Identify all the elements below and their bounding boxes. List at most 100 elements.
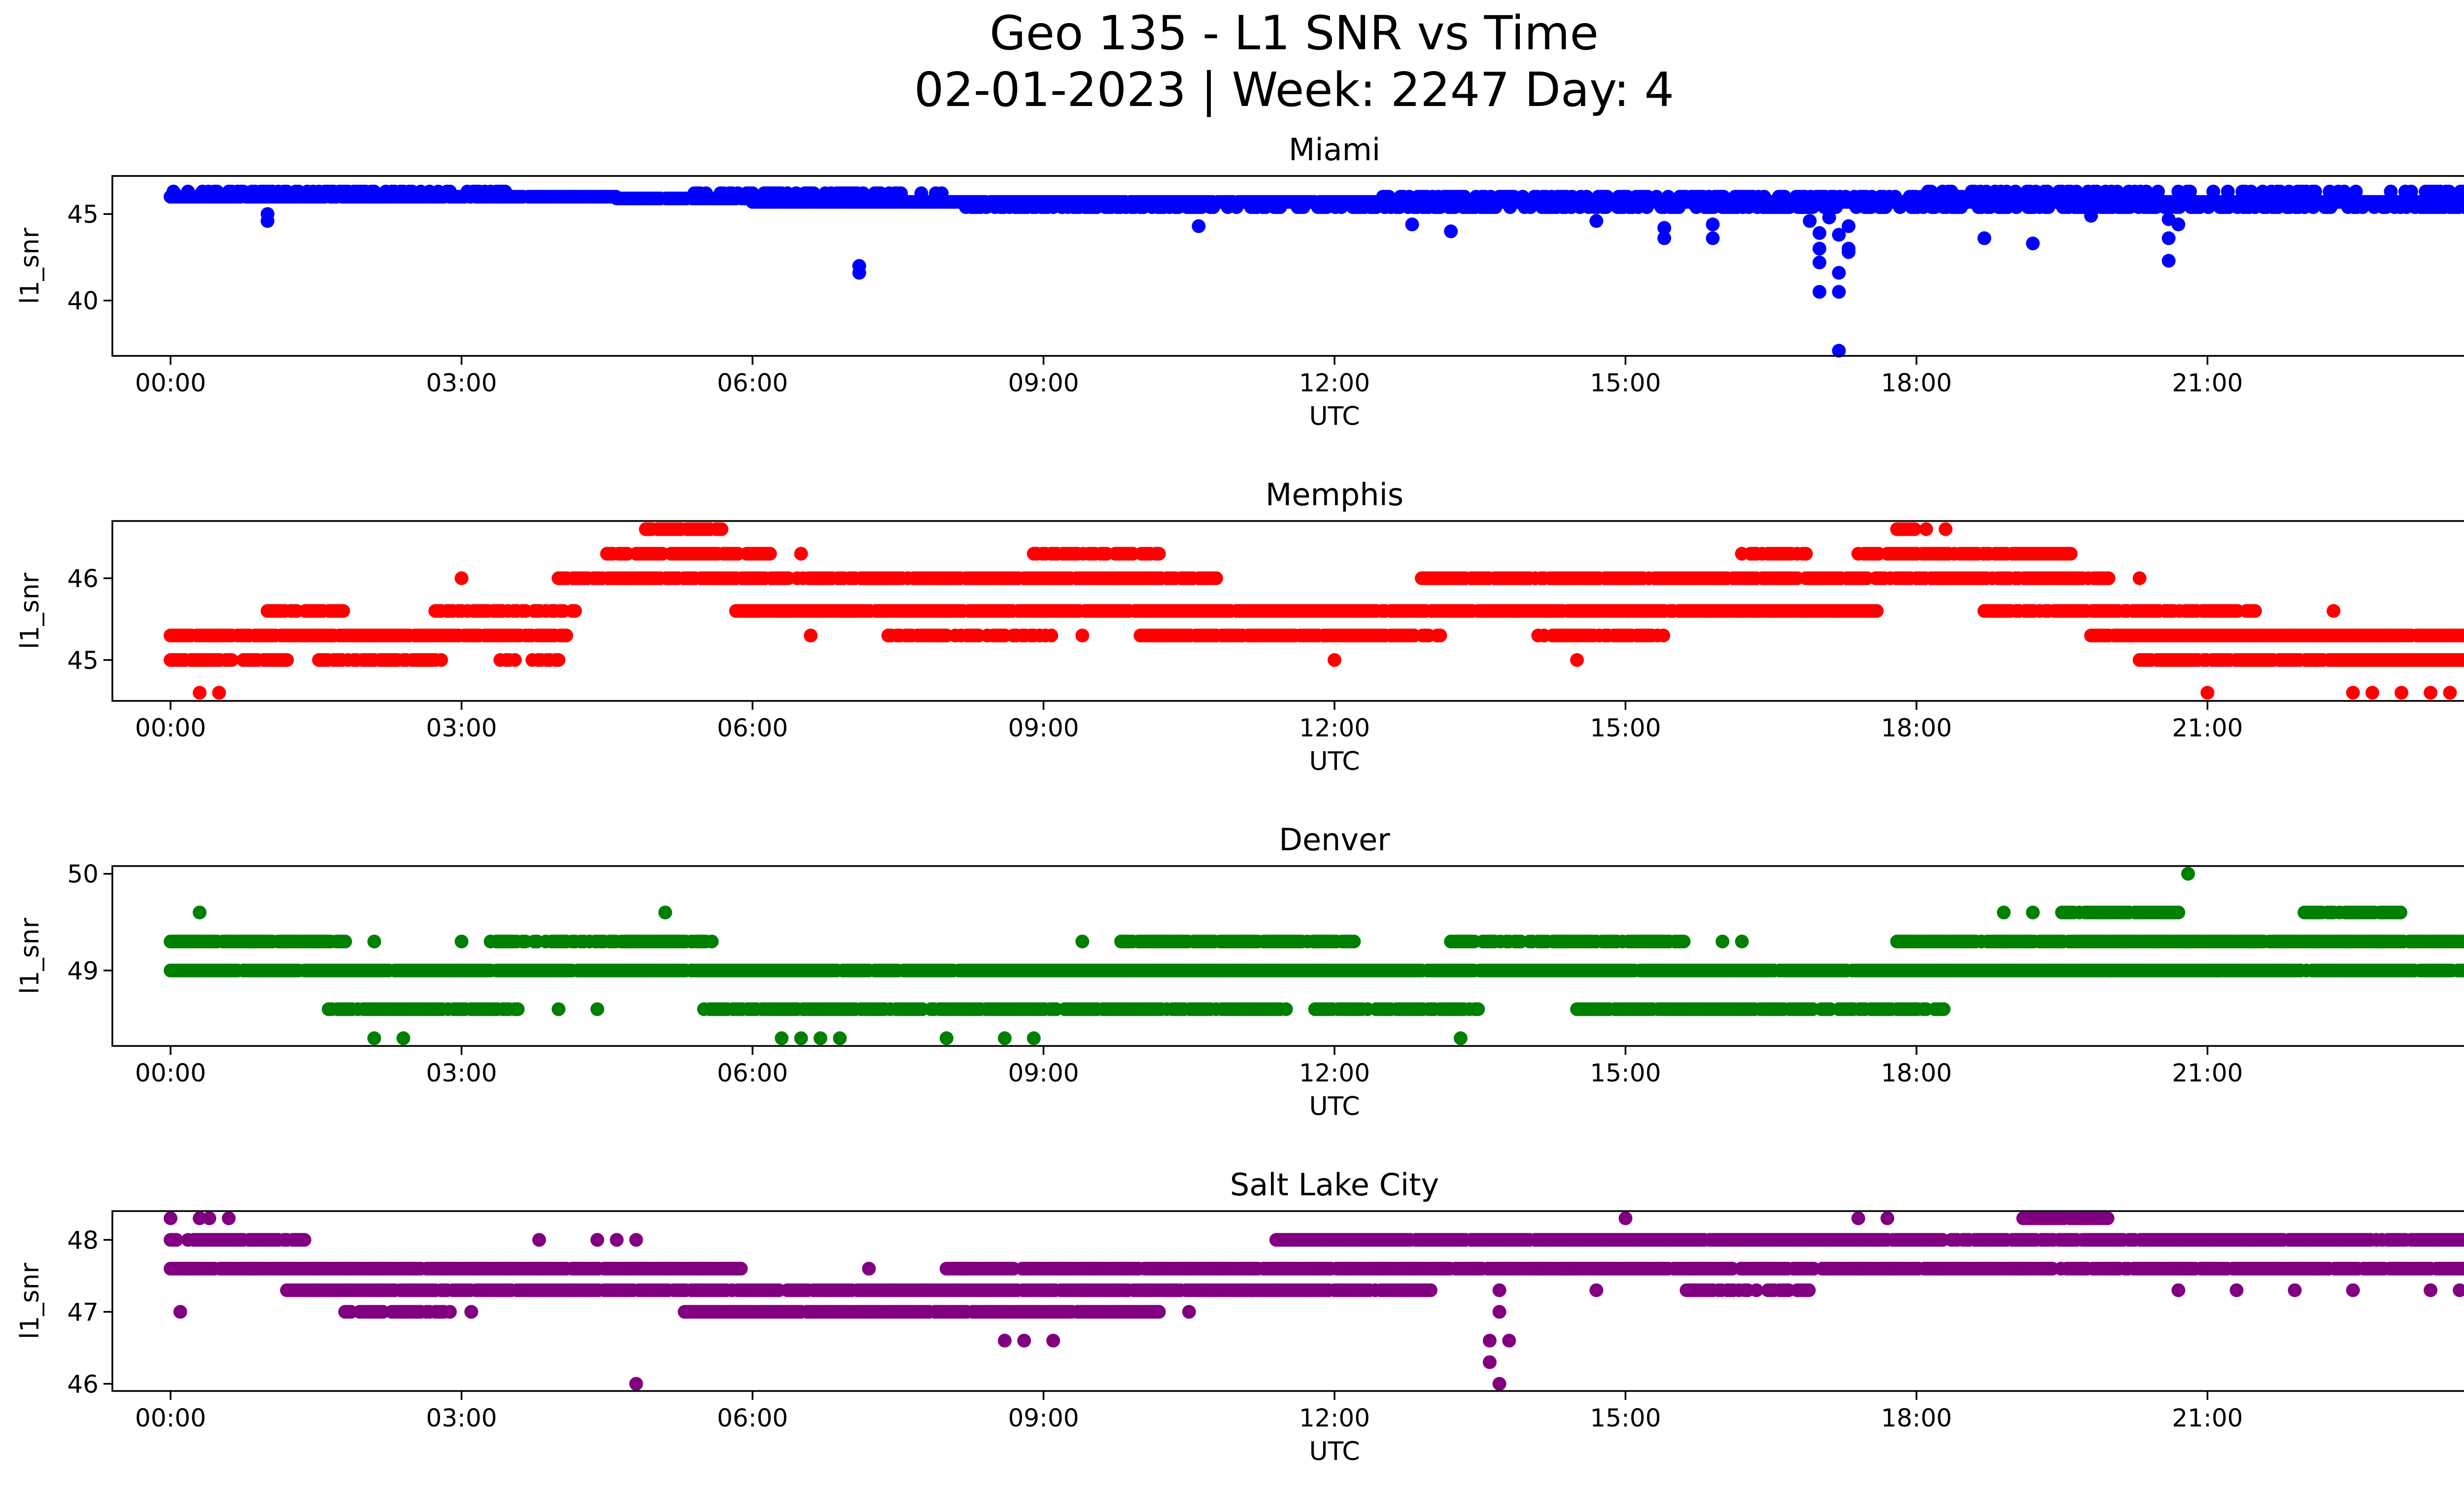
panel-0-point [2384, 184, 2398, 199]
panel-0-point [2069, 184, 2084, 199]
panel-0-point [1813, 285, 1827, 299]
panel-0-point [1192, 219, 1206, 233]
panel-0-point [1230, 200, 1244, 214]
panel-0-point [1657, 231, 1672, 245]
panel-0-x-tick-label: 18:00 [1881, 369, 1952, 397]
panel-1-point [2200, 686, 2215, 700]
panel-0-point [1599, 200, 1613, 214]
panel-0-point [2457, 184, 2464, 199]
panel-1-point [280, 653, 294, 667]
panel-0-point [1706, 231, 1720, 245]
panel-0-point [1515, 190, 1530, 204]
panel-0-y-label: l1_snr [15, 227, 45, 304]
panel-1-x-tick-label: 12:00 [1299, 714, 1370, 742]
panel-1-x-tick-label: 06:00 [717, 714, 788, 742]
panel-0-point [1503, 200, 1517, 214]
panel-1-point [715, 522, 729, 536]
panel-0-y-tick-label: 45 [67, 200, 99, 229]
panel-1-x-tick-label: 00:00 [135, 714, 206, 742]
panel-1-point [1570, 653, 1584, 667]
panel-0-point [1382, 190, 1396, 204]
panel-0-point [2041, 200, 2055, 214]
panel-0-point [2172, 200, 2187, 214]
panel-0-point [1600, 190, 1614, 204]
panel-0-point [2009, 200, 2023, 214]
panel-1-point [559, 628, 574, 643]
panel-1-point [2346, 686, 2360, 700]
panel-0-point [1893, 200, 1907, 214]
panel-0-point [1879, 200, 1892, 214]
panel-1-point [551, 653, 566, 667]
panel-0-x-tick-label: 15:00 [1590, 369, 1661, 397]
panel-0-point [1954, 200, 1968, 214]
panel-1-x-label: UTC [1309, 747, 1360, 776]
panel-2-point [1347, 935, 1361, 949]
panel-1-point [2327, 604, 2341, 618]
panel-0-point [2161, 231, 2176, 245]
panel-1-point [1152, 547, 1166, 561]
panel-1-point [212, 686, 226, 700]
panel-1-point [2443, 686, 2457, 700]
panel-1-point [193, 686, 207, 700]
panel-0-x-tick-label: 09:00 [1008, 369, 1079, 397]
panel-1-y-label: l1_snr [15, 572, 45, 649]
panel-2-point [1937, 1002, 1951, 1016]
panel-1-point [454, 571, 469, 586]
panel-0-point [1661, 190, 1676, 204]
panel-0-point [1206, 200, 1220, 214]
panel-0-point [2026, 236, 2040, 250]
panel-2-points [164, 867, 2464, 1045]
panel-0-point [1803, 214, 1817, 228]
panels: Miami 00:00 03:00 06:00 09:00 12:00 15:00 18:00… [15, 132, 2464, 1466]
panel-1-x-tick-label: 09:00 [1008, 714, 1079, 742]
panel-1-point [1328, 653, 1341, 667]
panel-1-x-tick-label: 18:00 [1881, 714, 1952, 742]
panel-2-point [338, 935, 352, 949]
panel-1-point [794, 547, 808, 561]
panel-1-point [1075, 628, 1090, 643]
panel-0-point [1813, 226, 1827, 240]
panel-0-title: Miami [1289, 132, 1380, 168]
panel-0-point [1888, 190, 1902, 204]
panel-1-x-tick-label: 15:00 [1590, 714, 1661, 742]
panel-1-y-tick-label: 46 [67, 564, 99, 593]
panel-0-point [2139, 184, 2154, 199]
panel-1-point [2365, 686, 2379, 700]
panel-2-title: Denver [1279, 822, 1390, 858]
panel-0-point [1457, 190, 1472, 204]
panel-0-x-tick-label: 21:00 [2172, 369, 2243, 397]
panel-1-x-tick-label: 03:00 [426, 714, 497, 742]
panel-0-point [1523, 200, 1538, 214]
panel-0-point [1813, 242, 1827, 256]
panel-0-points [164, 184, 2464, 358]
panel-0-x-tick-label: 00:00 [135, 369, 206, 397]
panel-1-point [1870, 604, 1884, 618]
panel-0-point [1716, 190, 1731, 204]
panel-0-point [1842, 219, 1856, 233]
panel-0-point [2308, 184, 2322, 199]
panel-0-point [2084, 209, 2098, 223]
panel-0-point [1842, 242, 1856, 256]
panel-1-point [2101, 571, 2116, 586]
panel-0-point [2221, 184, 2235, 199]
panel-0-x-tick-label: 12:00 [1299, 369, 1370, 397]
panel-0-point [2306, 200, 2320, 214]
panel-0-point [2151, 184, 2165, 199]
panel-0-point [1806, 200, 1820, 214]
panel-0-point [1977, 231, 1991, 245]
panel-2-point [1677, 935, 1691, 949]
panel-0-point [1334, 200, 1348, 214]
panel-0-point [2442, 184, 2456, 199]
panel-1-point [1939, 522, 1952, 536]
panel-0-x-tick-label: 03:00 [426, 369, 497, 397]
panel-0-point [2324, 200, 2338, 214]
panel-1-point [1044, 628, 1059, 643]
panel-0-point [1757, 190, 1771, 204]
panel-0-point [1297, 200, 1310, 214]
panel-1-x-tick-label: 21:00 [2172, 714, 2243, 742]
panel-0-point [1832, 228, 1846, 242]
panel-0-point [1832, 344, 1846, 358]
panel-0-point [1832, 266, 1846, 280]
panel-0-x-tick-label: 00:00 [2463, 369, 2464, 397]
